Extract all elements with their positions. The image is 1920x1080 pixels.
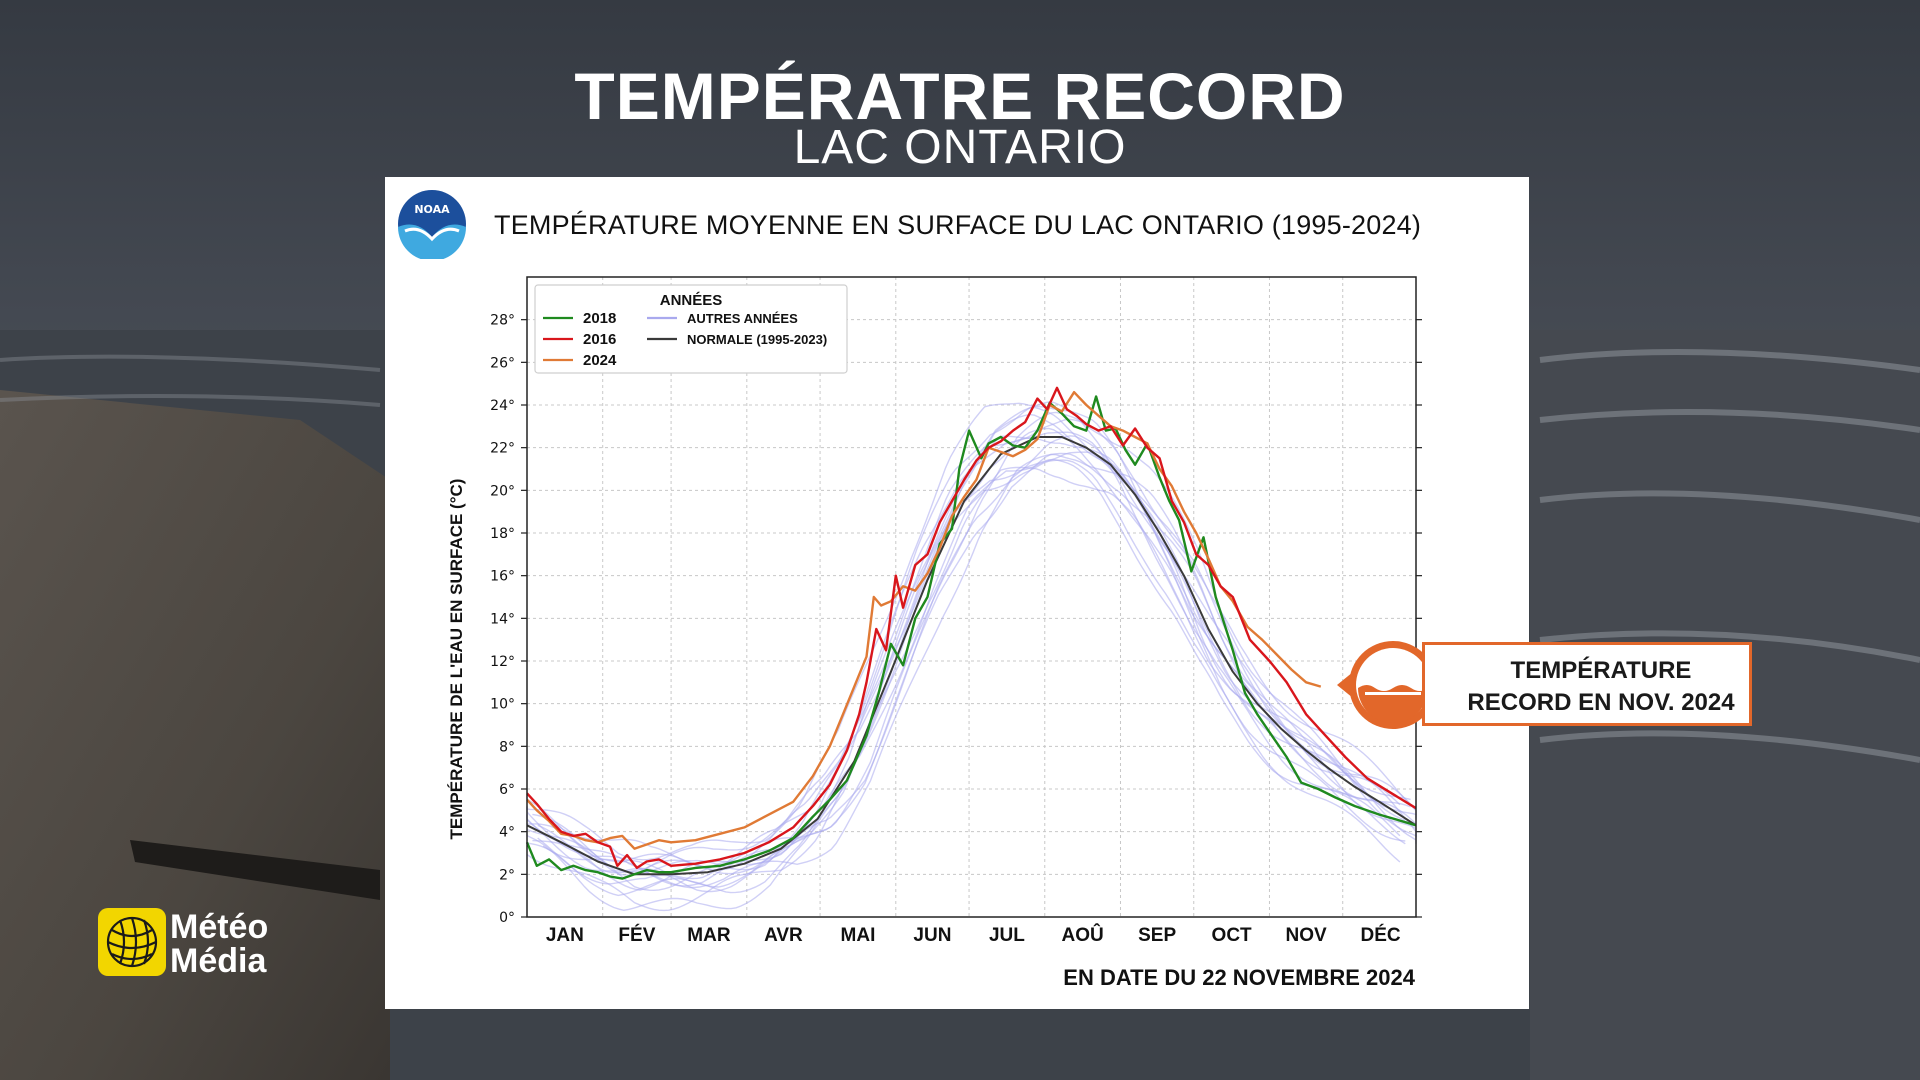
legend-entry: AUTRES ANNÉES (687, 311, 798, 326)
water-level-icon (1337, 641, 1435, 729)
y-axis-label: TEMPÉRATURE DE L'EAU EN SURFACE (°C) (447, 478, 466, 840)
legend-entry: 2016 (583, 331, 616, 348)
series-line-other-year (526, 458, 1406, 912)
chart-title: TEMPÉRATURE MOYENNE EN SURFACE DU LAC ON… (494, 210, 1422, 240)
x-tick-label: JUN (913, 925, 951, 946)
y-tick-label: 2° (499, 867, 515, 883)
x-tick-label: OCT (1212, 925, 1253, 946)
x-tick-label: MAI (841, 925, 876, 946)
y-tick-label: 24° (490, 398, 515, 414)
legend-entry: NORMALE (1995-2023) (687, 332, 827, 347)
x-tick-label: AOÛ (1062, 924, 1104, 946)
x-tick-label: FÉV (618, 924, 655, 946)
series-line-other-year (537, 452, 1417, 888)
x-tick-label: AVR (764, 925, 803, 946)
callout-text: TEMPÉRATURE RECORD EN NOV. 2024 (1453, 655, 1749, 719)
plot-area (527, 277, 1416, 917)
y-tick-label: 22° (490, 441, 515, 457)
y-tick-label: 16° (490, 569, 515, 585)
y-tick-label: 4° (499, 825, 515, 841)
legend-entry: 2024 (583, 352, 617, 369)
series-line-s2024 (526, 391, 1322, 850)
y-tick-label: 26° (490, 355, 515, 371)
y-tick-label: 20° (490, 483, 515, 499)
callout-line-1: TEMPÉRATURE (1510, 657, 1692, 684)
x-tick-label: NOV (1286, 925, 1328, 946)
as-of-date: EN DATE DU 22 NOVEMBRE 2024 (1063, 965, 1415, 990)
legend-title: ANNÉES (660, 292, 723, 309)
series-line-other-year (526, 466, 1417, 912)
record-callout: TEMPÉRATURE RECORD EN NOV. 2024 (1422, 642, 1752, 726)
y-tick-label: 18° (490, 526, 515, 542)
x-tick-label: JUL (989, 925, 1025, 946)
series-line-other-year (526, 431, 1401, 876)
x-tick-label: SEP (1138, 925, 1176, 946)
x-tick-label: JAN (546, 925, 584, 946)
series-line-other-year (526, 402, 1401, 861)
x-tick-label: DÉC (1361, 924, 1401, 946)
chart-svg: JAN FÉV MAR AVR MAI JUN JUL AOÛ SEP OCT NOV DÉC 0° 2°… (490, 276, 1422, 946)
brand-line-1: Météo (170, 908, 269, 946)
y-tick-label: 28° (490, 313, 515, 329)
noaa-logo-text: NOAA (414, 203, 450, 216)
y-tick-label: 14° (490, 611, 515, 627)
series-line-normal (526, 436, 1417, 876)
meteomedia-logo-icon (98, 908, 166, 976)
legend-entry: 2018 (583, 310, 616, 327)
y-tick-label: 10° (490, 697, 515, 713)
noaa-logo-icon: NOAA (398, 190, 466, 259)
headline-title: TEMPÉRATRE RECORD (574, 59, 1346, 133)
brand-name: Météo Média (170, 910, 268, 978)
series-line-other-year (542, 453, 1417, 889)
y-tick-label: 0° (499, 910, 515, 926)
legend-box (534, 284, 848, 374)
y-tick-label: 12° (490, 654, 515, 670)
callout-line-2: RECORD EN NOV. 2024 (1467, 689, 1735, 716)
headline-subtitle: LAC ONTARIO (793, 121, 1127, 174)
plot-frame (526, 276, 1417, 918)
y-tick-label: 6° (499, 782, 515, 798)
series-line-s2016 (526, 386, 1417, 870)
y-tick-label: 8° (499, 739, 515, 755)
brand-line-2: Média (170, 942, 267, 980)
chart-card: JAN FÉV MAR AVR MAI JUN JUL AOÛ SEP OCT NOV DÉC 0° 2°… (385, 177, 1529, 1009)
x-tick-label: MAR (687, 925, 731, 946)
